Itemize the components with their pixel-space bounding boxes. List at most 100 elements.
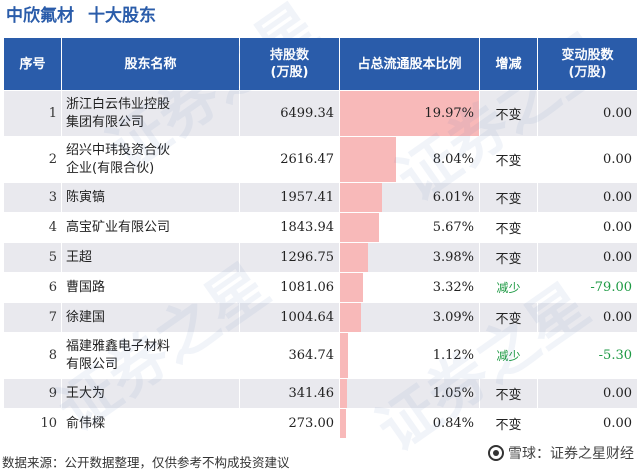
cell-delta: 0.00 bbox=[537, 378, 638, 409]
cell-change: 不变 bbox=[479, 378, 538, 409]
cell-delta: 0.00 bbox=[537, 302, 638, 333]
brand-text: 雪球：证券之星财经 bbox=[508, 446, 634, 462]
ratio-value: 19.97% bbox=[424, 106, 474, 121]
cell-holder-name: 徐建国 bbox=[61, 302, 240, 333]
cell-ratio: 8.04% bbox=[339, 136, 480, 183]
cell-ratio: 5.67% bbox=[339, 212, 480, 243]
ratio-bar bbox=[340, 213, 380, 242]
header-shares-line2: (万股) bbox=[270, 65, 309, 80]
cell-change: 减少 bbox=[479, 272, 538, 303]
cell-ratio: 19.97% bbox=[339, 90, 480, 137]
top-holders-table: 序号 股东名称 持股数 (万股) 占总流通股本比例 增减 变动股数 (万股) 1 浙江… bbox=[3, 37, 638, 439]
cell-holder-name: 陈寅镐 bbox=[61, 182, 240, 213]
ratio-bar bbox=[340, 409, 346, 438]
cell-delta: 0.00 bbox=[537, 242, 638, 273]
cell-delta: 0.00 bbox=[537, 182, 638, 213]
header-delta: 变动股数 (万股) bbox=[537, 37, 638, 91]
cell-change: 不变 bbox=[479, 302, 538, 333]
table-row: 7 徐建国 1004.64 3.09% 不变 0.00 bbox=[3, 302, 638, 333]
holder-name-line2: 集团有限公司 bbox=[66, 114, 145, 130]
table-row: 8 福建雅鑫电子材料 有限公司 364.74 1.12% 减少 -5.30 bbox=[3, 332, 638, 379]
cell-ratio: 1.12% bbox=[339, 332, 480, 379]
ratio-bar bbox=[340, 303, 362, 332]
cell-shares: 273.00 bbox=[239, 408, 340, 439]
company-name: 中欣氟材 bbox=[6, 6, 74, 26]
header-shares: 持股数 (万股) bbox=[239, 37, 340, 91]
change-label: 不变 bbox=[495, 312, 522, 327]
cell-holder-name: 浙江白云伟业控股 集团有限公司 bbox=[61, 90, 240, 137]
cell-delta: 0.00 bbox=[537, 212, 638, 243]
change-label: 不变 bbox=[495, 388, 522, 403]
cell-holder-name: 曹国路 bbox=[61, 272, 240, 303]
cell-delta: -5.30 bbox=[537, 332, 638, 379]
ratio-value: 1.05% bbox=[432, 386, 474, 401]
change-label: 不变 bbox=[495, 418, 522, 433]
holder-name-line2: 企业(有限合伙) bbox=[66, 160, 155, 176]
change-label: 不变 bbox=[495, 108, 522, 123]
cell-shares: 341.46 bbox=[239, 378, 340, 409]
header-delta-line2: (万股) bbox=[568, 65, 607, 80]
holder-name-line1: 曹国路 bbox=[66, 279, 106, 295]
table-row: 9 王大为 341.46 1.05% 不变 0.00 bbox=[3, 378, 638, 409]
title-subtitle: 十大股东 bbox=[88, 6, 156, 26]
holder-name-line1: 陈寅镐 bbox=[66, 189, 106, 205]
brand-credit: 雪球：证券之星财经 bbox=[488, 443, 634, 463]
cell-change: 减少 bbox=[479, 332, 538, 379]
header-delta-line1: 变动股数 bbox=[561, 48, 614, 63]
cell-shares: 1843.94 bbox=[239, 212, 340, 243]
cell-seq: 10 bbox=[3, 408, 62, 439]
ratio-bar bbox=[340, 91, 479, 136]
ratio-bar bbox=[340, 243, 368, 272]
cell-seq: 2 bbox=[3, 136, 62, 183]
table-row: 5 王超 1296.75 3.98% 不变 0.00 bbox=[3, 242, 638, 273]
ratio-bar bbox=[340, 379, 348, 408]
ratio-bar bbox=[340, 333, 348, 378]
cell-change: 不变 bbox=[479, 182, 538, 213]
cell-change: 不变 bbox=[479, 212, 538, 243]
holder-name-line1: 绍兴中玮投资合伙 bbox=[66, 142, 171, 158]
cell-shares: 1081.06 bbox=[239, 272, 340, 303]
header-ratio: 占总流通股本比例 bbox=[339, 37, 480, 91]
cell-shares: 1004.64 bbox=[239, 302, 340, 333]
cell-delta: 0.00 bbox=[537, 136, 638, 183]
ratio-value: 0.84% bbox=[432, 416, 474, 431]
holder-name-line1: 俞伟樑 bbox=[66, 415, 106, 431]
holder-name-line2: 有限公司 bbox=[66, 356, 119, 372]
cell-seq: 3 bbox=[3, 182, 62, 213]
holder-name-line1: 福建雅鑫电子材料 bbox=[66, 338, 171, 354]
cell-seq: 9 bbox=[3, 378, 62, 409]
cell-change: 不变 bbox=[479, 90, 538, 137]
page-title: 中欣氟材 十大股东 bbox=[6, 4, 156, 28]
cell-holder-name: 福建雅鑫电子材料 有限公司 bbox=[61, 332, 240, 379]
cell-shares: 6499.34 bbox=[239, 90, 340, 137]
cell-ratio: 3.98% bbox=[339, 242, 480, 273]
data-source-note: 数据来源：公开数据整理，仅供参考不构成投资建议 bbox=[2, 455, 290, 470]
cell-ratio: 3.09% bbox=[339, 302, 480, 333]
cell-seq: 1 bbox=[3, 90, 62, 137]
table-row: 1 浙江白云伟业控股 集团有限公司 6499.34 19.97% 不变 0.00 bbox=[3, 90, 638, 137]
change-label: 减少 bbox=[496, 281, 521, 295]
change-label: 减少 bbox=[496, 349, 521, 363]
cell-holder-name: 绍兴中玮投资合伙 企业(有限合伙) bbox=[61, 136, 240, 183]
cell-delta: 0.00 bbox=[537, 408, 638, 439]
ratio-value: 3.98% bbox=[432, 250, 474, 265]
header-change: 增减 bbox=[479, 37, 538, 91]
cell-shares: 1296.75 bbox=[239, 242, 340, 273]
cell-holder-name: 俞伟樑 bbox=[61, 408, 240, 439]
cell-ratio: 6.01% bbox=[339, 182, 480, 213]
cell-change: 不变 bbox=[479, 408, 538, 439]
cell-delta: -79.00 bbox=[537, 272, 638, 303]
ratio-bar bbox=[340, 137, 396, 182]
holder-name-line1: 王超 bbox=[66, 249, 93, 265]
cell-shares: 364.74 bbox=[239, 332, 340, 379]
cell-seq: 7 bbox=[3, 302, 62, 333]
cell-holder-name: 王大为 bbox=[61, 378, 240, 409]
table-row: 4 高宝矿业有限公司 1843.94 5.67% 不变 0.00 bbox=[3, 212, 638, 243]
ratio-value: 8.04% bbox=[432, 152, 474, 167]
table-row: 3 陈寅镐 1957.41 6.01% 不变 0.00 bbox=[3, 182, 638, 213]
holder-name-line1: 徐建国 bbox=[66, 309, 106, 325]
cell-change: 不变 bbox=[479, 136, 538, 183]
table-row: 6 曹国路 1081.06 3.32% 减少 -79.00 bbox=[3, 272, 638, 303]
header-shares-line1: 持股数 bbox=[269, 48, 309, 63]
ratio-value: 3.09% bbox=[432, 310, 474, 325]
